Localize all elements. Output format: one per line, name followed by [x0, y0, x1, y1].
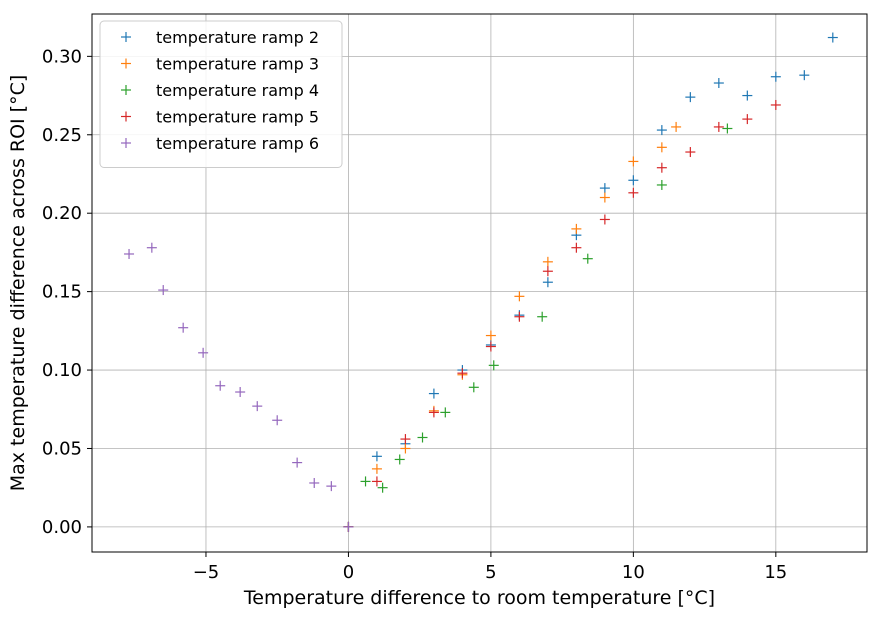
data-point: [457, 368, 468, 379]
legend-marker: [121, 32, 131, 42]
x-tick-label: 10: [622, 562, 645, 583]
data-point: [742, 114, 753, 125]
axis-ticks: −5 0 5 10 15 0.00 0.05 0.10 0.15 0.20 0.25 0.30: [42, 46, 787, 583]
data-point: [371, 451, 382, 462]
legend: temperature ramp 2 temperature ramp 3 temp…: [99, 20, 343, 168]
data-point: [146, 242, 157, 253]
legend-item-label: temperature ramp 3: [156, 55, 319, 74]
series-temperature-ramp-4: [343, 123, 733, 532]
data-point: [656, 162, 667, 173]
x-axis-label: Temperature difference to room temperatu…: [243, 587, 715, 609]
data-point: [488, 360, 499, 371]
data-point: [514, 291, 525, 302]
data-point: [542, 256, 553, 267]
data-point: [656, 179, 667, 190]
data-point: [215, 380, 226, 391]
data-point: [713, 121, 724, 132]
series-temperature-ramp-6: [124, 242, 354, 532]
data-point: [656, 142, 667, 153]
x-tick-label: 5: [485, 562, 496, 583]
data-point: [599, 192, 610, 203]
data-point: [514, 311, 525, 322]
data-point: [198, 347, 209, 358]
data-point: [599, 183, 610, 194]
data-point: [685, 147, 696, 158]
data-point: [400, 434, 411, 445]
data-point: [571, 242, 582, 253]
data-point: [485, 341, 496, 352]
data-point: [628, 156, 639, 167]
data-point: [671, 121, 682, 132]
legend-item-label: temperature ramp 4: [156, 81, 319, 100]
data-point: [542, 266, 553, 277]
y-axis-label: Max temperature difference across ROI [°…: [7, 75, 29, 492]
data-point: [371, 476, 382, 487]
data-point: [360, 476, 371, 487]
data-point: [252, 401, 263, 412]
series-temperature-ramp-5: [343, 99, 781, 532]
data-point: [537, 311, 548, 322]
y-tick-label: 0.00: [42, 517, 82, 538]
legend-item-label: temperature ramp 2: [156, 28, 319, 47]
x-tick-label: −5: [193, 562, 220, 583]
data-point: [343, 521, 354, 532]
data-point: [628, 187, 639, 198]
y-tick-label: 0.05: [42, 438, 82, 459]
data-point: [124, 248, 135, 259]
data-point: [628, 175, 639, 186]
data-point: [377, 482, 388, 493]
legend-item-label: temperature ramp 5: [156, 108, 319, 127]
data-point: [799, 70, 810, 81]
legend-marker: [121, 138, 131, 148]
data-point: [656, 125, 667, 136]
legend-marker: [121, 85, 131, 95]
y-tick-label: 0.20: [42, 203, 82, 224]
data-point: [485, 330, 496, 341]
data-point: [292, 457, 303, 468]
legend-item-label: temperature ramp 6: [156, 134, 319, 153]
data-point: [713, 78, 724, 89]
data-point: [272, 415, 283, 426]
data-point: [158, 285, 169, 296]
legend-box: [99, 20, 343, 168]
data-point: [582, 253, 593, 264]
data-point: [440, 407, 451, 418]
data-point: [468, 382, 479, 393]
y-tick-label: 0.30: [42, 46, 82, 67]
data-point: [722, 123, 733, 134]
data-point: [235, 387, 246, 398]
data-point: [394, 454, 405, 465]
x-tick-label: 0: [343, 562, 354, 583]
grid-lines: [92, 14, 867, 552]
x-tick-label: 15: [764, 562, 787, 583]
data-point: [742, 90, 753, 101]
data-point: [599, 214, 610, 225]
data-point: [542, 277, 553, 288]
data-point: [827, 32, 838, 43]
data-point: [770, 71, 781, 82]
y-tick-label: 0.10: [42, 360, 82, 381]
data-point: [400, 443, 411, 454]
data-point: [309, 477, 320, 488]
y-tick-label: 0.15: [42, 282, 82, 303]
y-tick-label: 0.25: [42, 125, 82, 146]
data-point: [178, 322, 189, 333]
data-point: [326, 481, 337, 492]
data-point: [571, 223, 582, 234]
legend-marker: [121, 58, 131, 69]
plot-frame: [91, 13, 868, 553]
data-point: [685, 92, 696, 103]
legend-marker: [121, 111, 131, 122]
data-point: [371, 463, 382, 474]
data-points: [124, 32, 838, 532]
data-point: [428, 388, 439, 399]
data-point: [417, 432, 428, 443]
data-point: [770, 99, 781, 110]
data-point: [428, 407, 439, 418]
